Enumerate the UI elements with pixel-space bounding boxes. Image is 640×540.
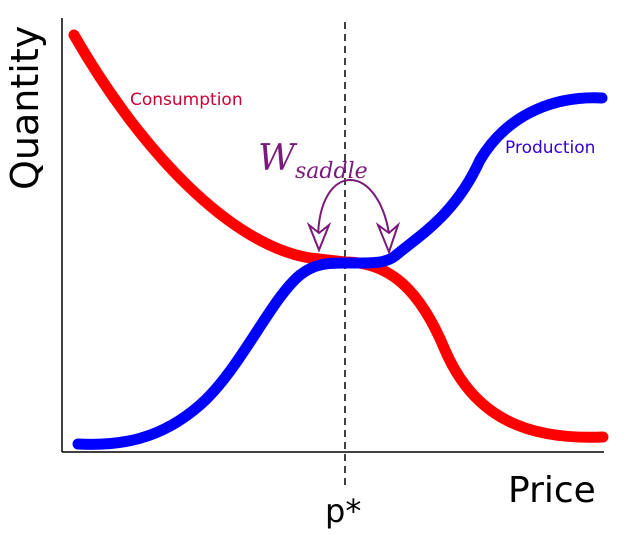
saddle-subscript: saddle xyxy=(295,159,368,184)
saddle-arc xyxy=(317,179,391,241)
right-arrowhead-icon xyxy=(375,221,401,255)
x-axis-label: Price xyxy=(508,470,596,511)
saddle-main-symbol: W xyxy=(258,138,298,179)
consumption-curve xyxy=(68,29,609,443)
saddle-annotation: Wsaddle xyxy=(258,138,368,184)
production-label: Production xyxy=(505,138,595,158)
equilibrium-price-label: p* xyxy=(325,492,361,530)
left-arrowhead-icon xyxy=(306,221,332,253)
production-curve xyxy=(72,92,608,450)
consumption-label: Consumption xyxy=(130,90,243,110)
y-axis-label: Quantity xyxy=(3,26,47,190)
